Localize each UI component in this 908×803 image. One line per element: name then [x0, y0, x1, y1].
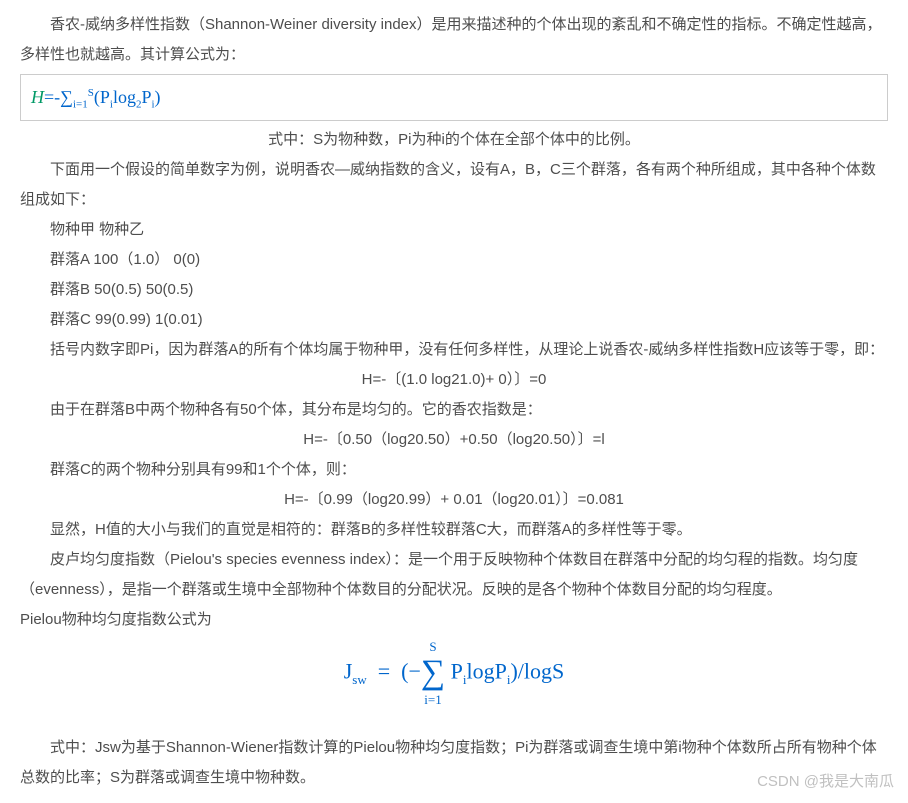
community-c: 群落C 99(0.99) 1(0.01)	[20, 305, 888, 335]
formula1-desc: 式中：S为物种数，Pi为种i的个体在全部个体中的比例。	[20, 125, 888, 155]
calc-c: H=-〔0.99（log20.99）+ 0.01（log20.01）〕=0.08…	[20, 485, 888, 515]
explain-b: 由于在群落B中两个物种各有50个体，其分布是均匀的。它的香农指数是：	[20, 395, 888, 425]
calc-a: H=-〔(1.0 log21.0)+ 0）〕=0	[20, 365, 888, 395]
formula-shannon: H=-∑i=1S(Pilog2Pi)	[20, 74, 888, 121]
pielou-desc: 式中：Jsw为基于Shannon-Wiener指数计算的Pielou物种均匀度指…	[20, 733, 888, 793]
example-intro: 下面用一个假设的简单数字为例，说明香农—威纳指数的含义，设有A，B，C三个群落，…	[20, 155, 888, 215]
explain-c: 群落C的两个物种分别具有99和1个个体，则：	[20, 455, 888, 485]
conclusion: 显然，H值的大小与我们的直觉是相符的：群落B的多样性较群落C大，而群落A的多样性…	[20, 515, 888, 545]
intro-paragraph: 香农-威纳多样性指数（Shannon-Weiner diversity inde…	[20, 10, 888, 70]
formula-pielou: Jsw = (−∑Si=1 PilogPi)/logS	[324, 653, 584, 694]
community-a: 群落A 100（1.0） 0(0)	[20, 245, 888, 275]
community-b: 群落B 50(0.5) 50(0.5)	[20, 275, 888, 305]
pielou-formula-label: Pielou物种均匀度指数公式为	[20, 605, 888, 635]
explain-a: 括号内数字即Pi，因为群落A的所有个体均属于物种甲，没有任何多样性，从理论上说香…	[20, 335, 888, 365]
pielou-intro: 皮卢均匀度指数（Pielou's species evenness index）…	[20, 545, 888, 605]
calc-b: H=-〔0.50（log20.50）+0.50（log20.50）〕=l	[20, 425, 888, 455]
species-header: 物种甲 物种乙	[20, 215, 888, 245]
